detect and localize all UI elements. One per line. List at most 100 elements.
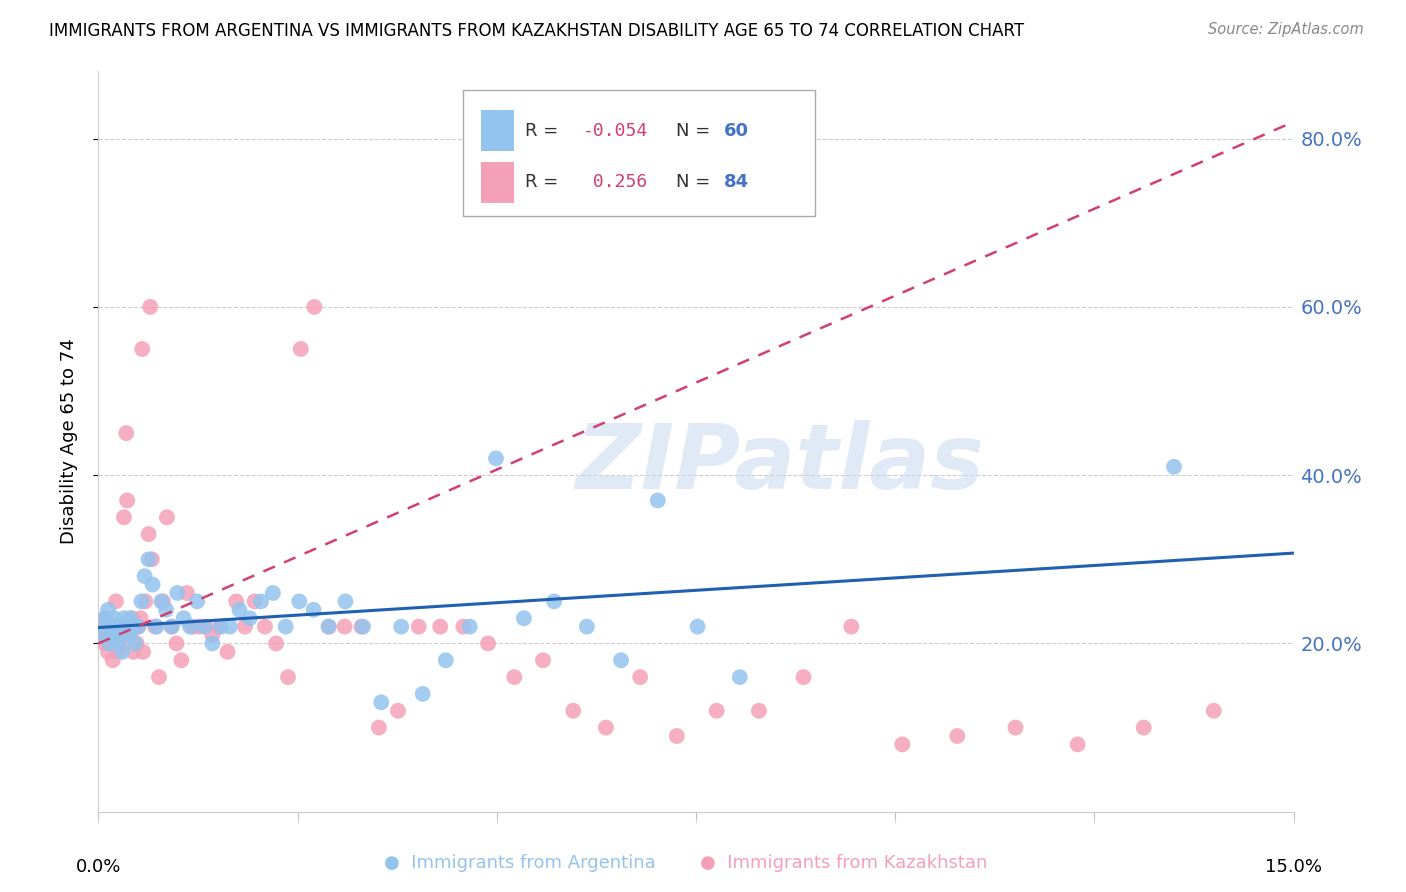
Point (793, 670, 815, 684)
Point (194, 619, 217, 633)
Point (107, 619, 129, 633)
Point (115, 619, 138, 633)
Point (118, 628, 141, 642)
Point (302, 603, 325, 617)
Point (225, 594, 247, 608)
Point (152, 594, 174, 608)
Text: N =: N = (676, 121, 710, 139)
Point (101, 628, 124, 642)
Point (370, 695, 392, 709)
Point (108, 628, 131, 642)
FancyBboxPatch shape (463, 90, 815, 216)
Point (121, 611, 143, 625)
Point (228, 603, 250, 617)
Point (94, 611, 117, 625)
Point (134, 594, 156, 608)
Point (96, 619, 118, 633)
Point (429, 619, 451, 633)
Point (155, 603, 177, 617)
Point (233, 619, 256, 633)
Point (219, 619, 242, 633)
Point (841, 619, 863, 633)
Point (434, 653, 457, 667)
Text: ZIPatlas: ZIPatlas (575, 420, 984, 508)
Point (277, 670, 299, 684)
Point (91, 619, 114, 633)
Point (166, 636, 188, 650)
Point (706, 704, 728, 718)
Point (111, 645, 134, 659)
Point (628, 670, 651, 684)
Point (110, 636, 132, 650)
Point (1163, 459, 1185, 474)
Point (318, 619, 340, 633)
Point (891, 738, 914, 752)
Point (290, 342, 312, 356)
Text: N =: N = (676, 173, 710, 192)
Point (111, 619, 134, 633)
Point (98, 628, 121, 642)
Point (477, 636, 499, 650)
Point (253, 619, 276, 633)
Point (647, 493, 669, 508)
Point (97, 603, 120, 617)
Point (412, 687, 434, 701)
Point (1004, 721, 1026, 735)
Point (209, 619, 232, 633)
Point (114, 619, 136, 633)
Point (138, 552, 160, 566)
Point (176, 586, 198, 600)
Point (304, 300, 326, 314)
FancyBboxPatch shape (481, 111, 515, 151)
Point (748, 704, 770, 718)
Text: 15.0%: 15.0% (1265, 858, 1322, 876)
Point (122, 645, 145, 659)
Point (1132, 721, 1154, 735)
Text: R =: R = (524, 121, 558, 139)
Point (318, 619, 340, 633)
Point (115, 493, 138, 508)
Text: Source: ZipAtlas.com: Source: ZipAtlas.com (1208, 22, 1364, 37)
Point (1202, 704, 1225, 718)
Point (112, 611, 135, 625)
Point (94, 636, 117, 650)
Point (120, 611, 142, 625)
Point (127, 619, 149, 633)
Point (101, 653, 124, 667)
Point (100, 619, 122, 633)
Point (98, 636, 121, 650)
Point (243, 594, 266, 608)
Point (124, 636, 146, 650)
Point (98, 628, 122, 642)
Point (288, 594, 311, 608)
Point (179, 619, 201, 633)
Point (453, 619, 475, 633)
Point (387, 704, 409, 718)
Text: ●  Immigrants from Kazakhstan: ● Immigrants from Kazakhstan (700, 855, 987, 872)
Point (160, 619, 183, 633)
Point (193, 619, 215, 633)
Point (367, 721, 389, 735)
Point (575, 619, 598, 633)
Text: -0.054: -0.054 (582, 121, 648, 139)
Point (104, 594, 127, 608)
Point (91, 628, 114, 642)
Point (543, 594, 565, 608)
Point (110, 619, 132, 633)
Point (173, 611, 195, 625)
Point (103, 619, 125, 633)
Point (389, 619, 412, 633)
Text: R =: R = (524, 173, 558, 192)
Point (120, 628, 142, 642)
Text: 84: 84 (724, 173, 748, 192)
Point (166, 586, 188, 600)
Point (562, 704, 585, 718)
Point (145, 619, 167, 633)
Point (335, 594, 357, 608)
Point (131, 342, 153, 356)
Point (139, 300, 162, 314)
Point (352, 619, 374, 633)
Point (665, 729, 688, 743)
Point (1066, 738, 1088, 752)
Point (127, 619, 149, 633)
